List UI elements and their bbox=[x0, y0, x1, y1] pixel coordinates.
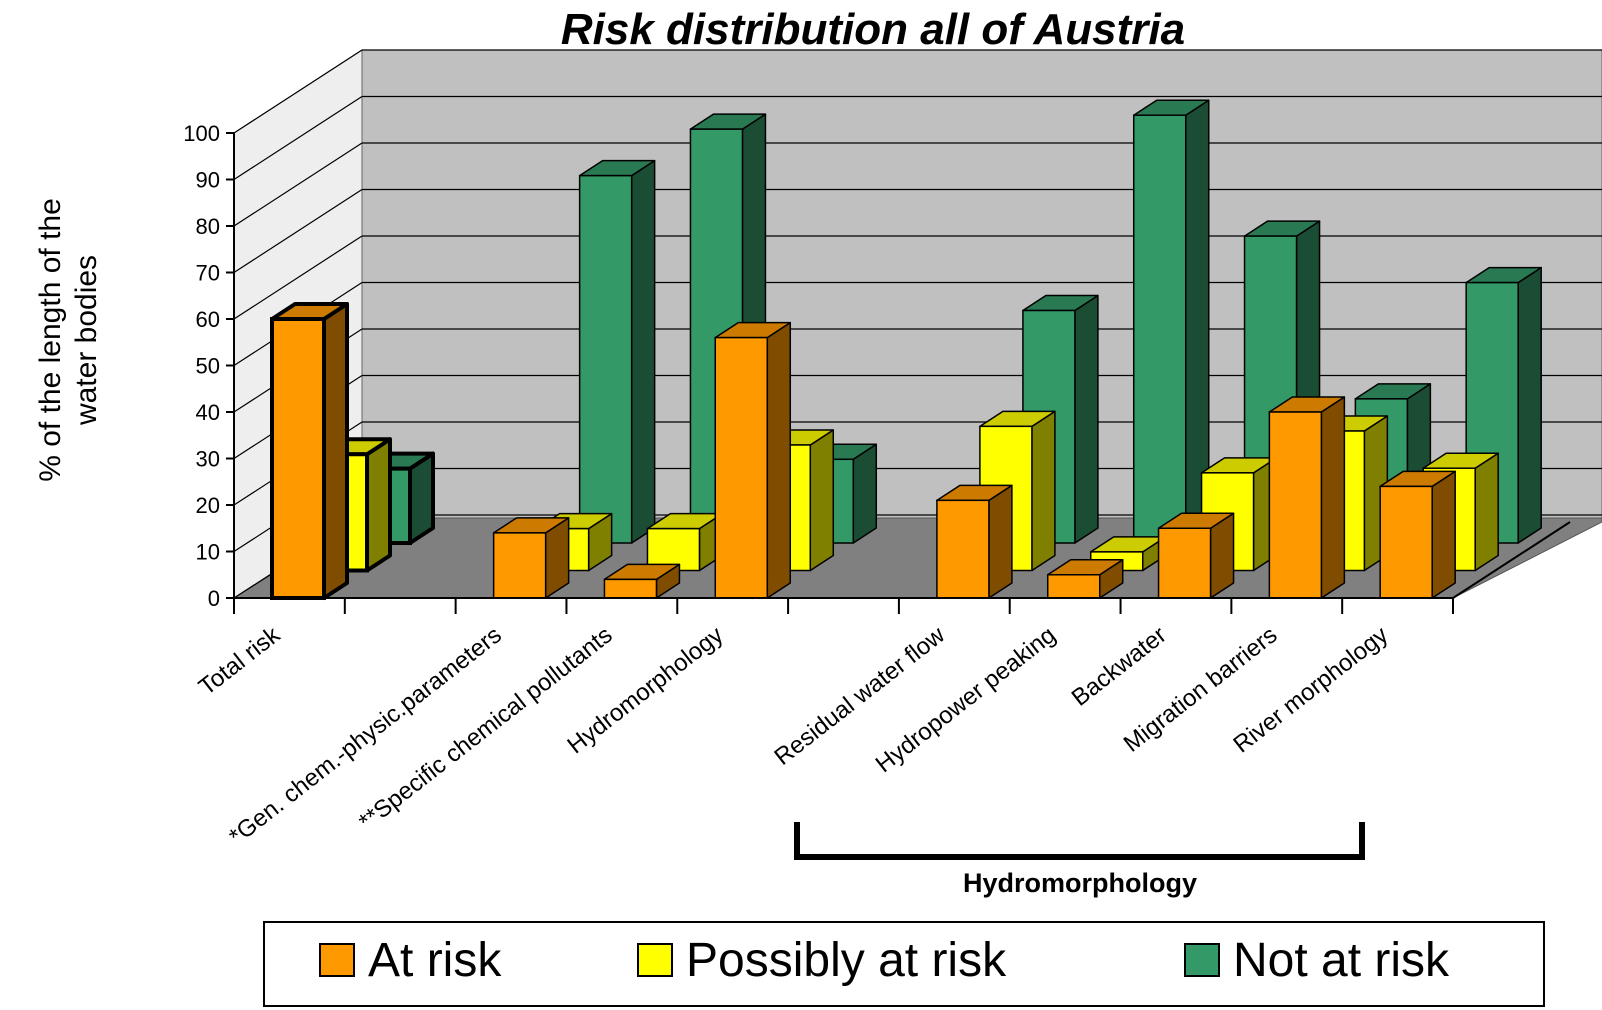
floor-edge bbox=[1452, 521, 1571, 599]
bar bbox=[270, 302, 349, 600]
y-axis-label: % of the length of the water bodies bbox=[34, 198, 103, 482]
legend-swatch bbox=[319, 943, 355, 977]
bar bbox=[1157, 512, 1235, 599]
y-axis-label-text: % of the length of the water bodies bbox=[34, 198, 103, 482]
bar bbox=[714, 321, 792, 599]
grid-line bbox=[233, 235, 363, 320]
grid-line bbox=[233, 95, 363, 181]
bar bbox=[646, 512, 724, 572]
bar bbox=[936, 484, 1013, 599]
bar-front bbox=[1268, 411, 1323, 599]
bar-side bbox=[365, 437, 392, 573]
bar-side bbox=[1474, 452, 1499, 572]
legend-label: Not at risk bbox=[1233, 934, 1450, 987]
bar bbox=[1379, 470, 1456, 599]
bar-side bbox=[852, 443, 878, 544]
bar-front bbox=[1379, 485, 1433, 599]
bar-side bbox=[322, 302, 349, 600]
y-tick-label: 90 bbox=[196, 168, 220, 193]
legend-label: Possibly at risk bbox=[686, 934, 1007, 987]
x-tick-label: Total risk bbox=[194, 621, 286, 701]
legend-label: At risk bbox=[368, 934, 502, 987]
legend bbox=[263, 921, 1545, 1007]
y-tick-label: 30 bbox=[196, 447, 220, 472]
chart-title: Risk distribution all of Austria bbox=[561, 5, 1185, 54]
grid-line bbox=[233, 49, 363, 134]
bar-side bbox=[630, 159, 656, 544]
bar-side bbox=[766, 321, 792, 599]
legend-swatch bbox=[1184, 943, 1220, 977]
bar-front bbox=[1157, 527, 1212, 599]
bar-front bbox=[270, 317, 326, 600]
bar-front bbox=[492, 532, 547, 599]
y-tick-label: 0 bbox=[208, 586, 220, 611]
bar-side bbox=[1320, 396, 1346, 599]
grid-line bbox=[233, 142, 363, 227]
bar-side bbox=[988, 484, 1013, 599]
bar bbox=[578, 159, 656, 544]
y-tick-label: 50 bbox=[196, 354, 220, 379]
y-tick-label: 60 bbox=[196, 307, 220, 332]
legend-swatch bbox=[637, 943, 673, 977]
bar-side bbox=[809, 429, 835, 572]
bar-front bbox=[936, 499, 990, 599]
bar-side bbox=[1517, 266, 1542, 544]
y-tick-label: 70 bbox=[196, 261, 220, 286]
y-tick-label: 100 bbox=[183, 121, 220, 146]
annotation: Hydromorphology bbox=[963, 868, 1197, 898]
bar-front bbox=[603, 578, 658, 599]
bar-front bbox=[1046, 574, 1101, 599]
grid-line bbox=[233, 188, 363, 274]
bar-side bbox=[1074, 294, 1099, 544]
bars bbox=[270, 99, 1542, 600]
x-tick-label: Backwater bbox=[1067, 621, 1172, 711]
bar-front bbox=[714, 336, 769, 599]
bar-front bbox=[578, 174, 633, 544]
bar bbox=[1046, 559, 1124, 599]
y-tick-label: 80 bbox=[196, 214, 220, 239]
y-tick-label: 20 bbox=[196, 493, 220, 518]
y-tick-label: 40 bbox=[196, 400, 220, 425]
bar-front bbox=[1132, 114, 1187, 544]
x-tick-label: Hydropower peaking bbox=[871, 621, 1061, 778]
bar bbox=[603, 563, 681, 599]
bar-side bbox=[1031, 410, 1056, 572]
bar bbox=[1132, 99, 1210, 544]
bar-side bbox=[1431, 470, 1456, 599]
y-tick-label: 10 bbox=[196, 540, 220, 565]
bracket bbox=[794, 822, 1365, 860]
bar bbox=[492, 517, 570, 599]
bar bbox=[1268, 396, 1346, 599]
